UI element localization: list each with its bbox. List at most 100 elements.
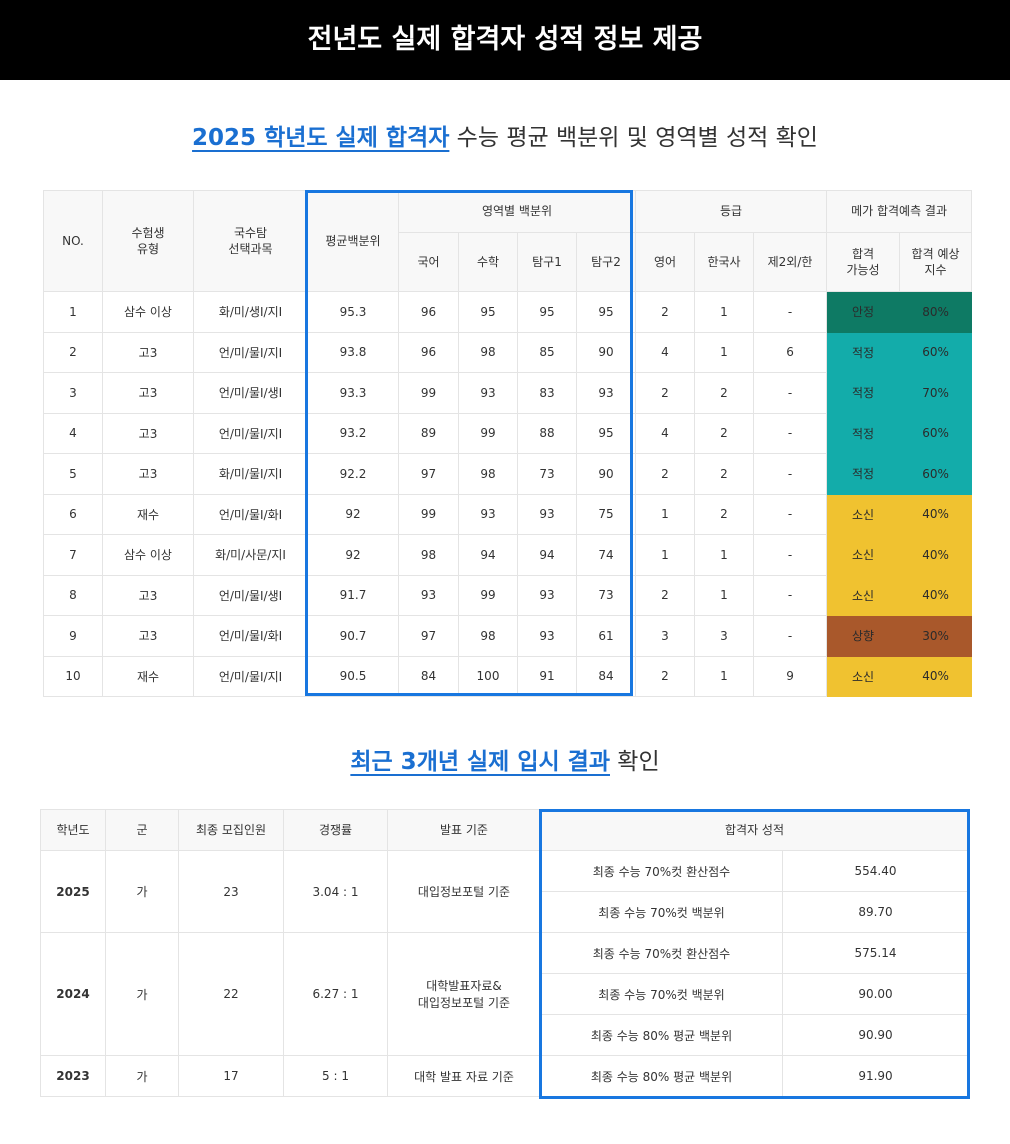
cell-inq2: 74: [577, 535, 636, 576]
cell-subjects: 언/미/물I/화I: [194, 494, 308, 535]
cell-subjects: 언/미/물I/지I: [194, 656, 308, 697]
cell-math: 99: [459, 575, 518, 616]
cell-score-label: 최종 수능 70%컷 환산점수: [541, 851, 783, 892]
cell-math: 95: [459, 292, 518, 333]
cell-index: 60%: [900, 454, 972, 495]
header-area-pct: 영역별 백분위: [399, 191, 636, 233]
cell-possibility: 적정: [827, 454, 900, 495]
cell-no: 7: [44, 535, 103, 576]
cell-math: 98: [459, 616, 518, 657]
header-year: 학년도: [41, 810, 106, 851]
cell-group: 가: [106, 851, 179, 933]
cell-avg: 92: [308, 535, 399, 576]
cell-subjects: 언/미/물I/화I: [194, 616, 308, 657]
admit-scores-table: NO. 수험생 유형 국수탐 선택과목 평균백분위 영역별 백분위 등급 메가 …: [43, 190, 972, 697]
cell-type: 고3: [103, 332, 194, 373]
cell-korean: 89: [399, 413, 459, 454]
cell-lang2: -: [754, 454, 827, 495]
cell-no: 6: [44, 494, 103, 535]
cell-type: 재수: [103, 494, 194, 535]
table-row: 6 재수 언/미/물I/화I 92 99 93 93 75 1 2- 소신 40%: [44, 494, 972, 535]
cell-english: 4: [636, 413, 695, 454]
table-row: 5 고3 화/미/물I/지I 92.2 97 98 73 90 2 2- 적정 60%: [44, 454, 972, 495]
cell-subjects: 언/미/물I/생I: [194, 373, 308, 414]
cell-korean: 97: [399, 454, 459, 495]
cell-index: 40%: [900, 575, 972, 616]
cell-inq1: 83: [518, 373, 577, 414]
cell-type: 고3: [103, 373, 194, 414]
cell-inq2: 75: [577, 494, 636, 535]
cell-avg: 92.2: [308, 454, 399, 495]
cell-math: 100: [459, 656, 518, 697]
cell-lang2: -: [754, 575, 827, 616]
cell-index: 60%: [900, 332, 972, 373]
cell-no: 5: [44, 454, 103, 495]
table-row: 8 고3 언/미/물I/생I 91.7 93 99 93 73 2 1- 소신 40%: [44, 575, 972, 616]
cell-type: 고3: [103, 413, 194, 454]
cell-inq1: 95: [518, 292, 577, 333]
header-korean: 국어: [399, 233, 459, 292]
header-index: 합격 예상 지수: [900, 233, 972, 292]
cell-korean: 96: [399, 332, 459, 373]
cell-avg: 95.3: [308, 292, 399, 333]
cell-type: 재수: [103, 656, 194, 697]
cell-inq1: 93: [518, 494, 577, 535]
cell-korean: 84: [399, 656, 459, 697]
section2-heading-highlight: 최근 3개년 실제 입시 결과: [350, 749, 610, 775]
header-possibility: 합격 가능성: [827, 233, 900, 292]
cell-type: 고3: [103, 616, 194, 657]
cell-english: 4: [636, 332, 695, 373]
cell-avg: 93.8: [308, 332, 399, 373]
admission-results-table: 학년도 군 최종 모집인원 경쟁률 발표 기준 합격자 성적 2025 가 23 3.…: [40, 809, 969, 1097]
cell-korean: 99: [399, 494, 459, 535]
cell-inq1: 93: [518, 575, 577, 616]
cell-index: 30%: [900, 616, 972, 657]
cell-korean: 99: [399, 373, 459, 414]
cell-type: 삼수 이상: [103, 292, 194, 333]
cell-no: 8: [44, 575, 103, 616]
cell-quota: 22: [179, 933, 284, 1056]
cell-subjects: 언/미/물I/지I: [194, 332, 308, 373]
cell-subjects: 언/미/물I/지I: [194, 413, 308, 454]
table-row: 3 고3 언/미/물I/생I 93.3 99 93 83 93 2 2- 적정 70%: [44, 373, 972, 414]
header-basis: 발표 기준: [388, 810, 541, 851]
cell-index: 40%: [900, 535, 972, 576]
cell-history: 1: [695, 332, 754, 373]
cell-score-value: 554.40: [783, 851, 969, 892]
cell-english: 2: [636, 575, 695, 616]
cell-no: 4: [44, 413, 103, 454]
cell-subjects: 화/미/물I/지I: [194, 454, 308, 495]
header-quota: 최종 모집인원: [179, 810, 284, 851]
table-row: 2 고3 언/미/물I/지I 93.8 96 98 85 90 4 1 6 적정 60%: [44, 332, 972, 373]
cell-score-label: 최종 수능 80% 평균 백분위: [541, 1056, 783, 1097]
cell-english: 2: [636, 373, 695, 414]
table-row: 7 삼수 이상 화/미/사문/지I 92 98 94 94 74 1 1- 소신 40%: [44, 535, 972, 576]
cell-history: 2: [695, 413, 754, 454]
header-grade: 등급: [636, 191, 827, 233]
cell-math: 94: [459, 535, 518, 576]
cell-english: 2: [636, 454, 695, 495]
cell-english: 2: [636, 292, 695, 333]
cell-ratio: 5 : 1: [284, 1056, 388, 1097]
cell-korean: 97: [399, 616, 459, 657]
cell-index: 70%: [900, 373, 972, 414]
cell-no: 3: [44, 373, 103, 414]
cell-inq1: 91: [518, 656, 577, 697]
cell-score-value: 90.00: [783, 974, 969, 1015]
cell-year: 2025: [41, 851, 106, 933]
cell-score-value: 89.70: [783, 892, 969, 933]
header-lang2: 제2외/한: [754, 233, 827, 292]
cell-inq2: 90: [577, 332, 636, 373]
cell-score-value: 90.90: [783, 1015, 969, 1056]
cell-ratio: 3.04 : 1: [284, 851, 388, 933]
cell-lang2: -: [754, 373, 827, 414]
cell-score-label: 최종 수능 70%컷 백분위: [541, 892, 783, 933]
section1-heading-rest: 수능 평균 백분위 및 영역별 성적 확인: [449, 125, 818, 151]
cell-no: 2: [44, 332, 103, 373]
cell-avg: 93.2: [308, 413, 399, 454]
cell-score-value: 91.90: [783, 1056, 969, 1097]
cell-history: 2: [695, 454, 754, 495]
section1-heading: 2025 학년도 실제 합격자 수능 평균 백분위 및 영역별 성적 확인: [0, 118, 1010, 152]
cell-no: 1: [44, 292, 103, 333]
cell-avg: 90.7: [308, 616, 399, 657]
